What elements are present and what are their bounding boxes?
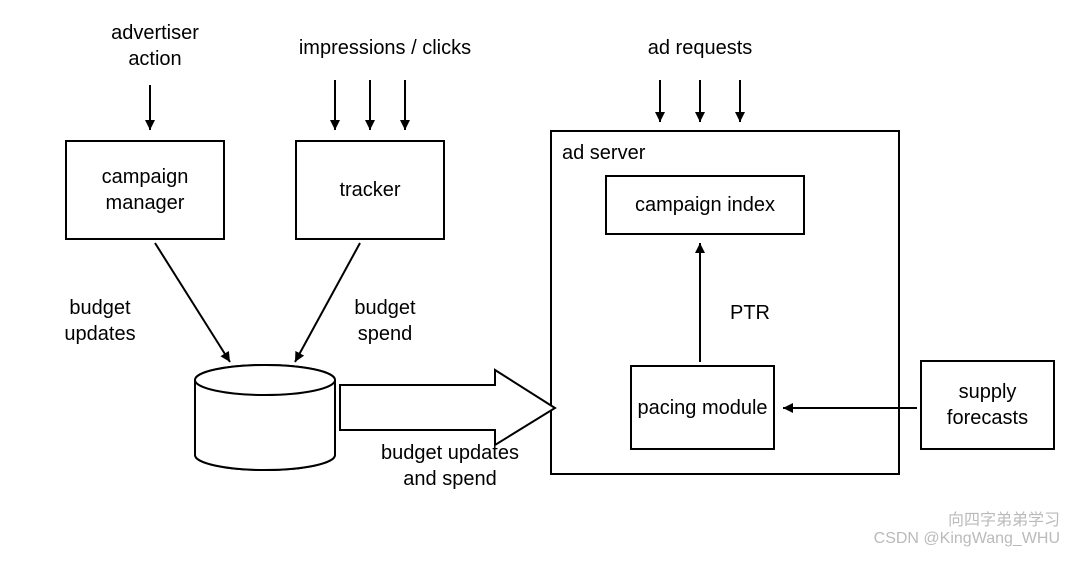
tracker-label: tracker bbox=[339, 177, 400, 203]
watermark-line2: CSDN @KingWang_WHU bbox=[874, 530, 1060, 548]
ptr-label: PTR bbox=[720, 300, 780, 326]
impressions-clicks-label: impressions / clicks bbox=[275, 35, 495, 61]
watermark-line1: 向四字弟弟学习 bbox=[874, 506, 1060, 530]
pacing-module-label: pacing module bbox=[637, 395, 767, 421]
database-label: database bbox=[195, 405, 335, 431]
campaign-index-box: campaign index bbox=[605, 175, 805, 235]
campaign-manager-label: campaign manager bbox=[67, 164, 223, 216]
supply-forecasts-label: supply forecasts bbox=[922, 379, 1053, 431]
pacing-module-box: pacing module bbox=[630, 365, 775, 450]
supply-forecasts-box: supply forecasts bbox=[920, 360, 1055, 450]
ad-requests-label: ad requests bbox=[625, 35, 775, 61]
budget-updates-and-spend-label: budget updates and spend bbox=[350, 440, 550, 492]
campaign-index-label: campaign index bbox=[635, 192, 775, 218]
tracker-box: tracker bbox=[295, 140, 445, 240]
budget-updates-label: budget updates bbox=[50, 295, 150, 347]
advertiser-action-label: advertiser action bbox=[95, 20, 215, 72]
budget-spend-label: budget spend bbox=[335, 295, 435, 347]
campaign-manager-box: campaign manager bbox=[65, 140, 225, 240]
databus-label: databus bbox=[385, 390, 485, 416]
watermark-text: 向四字弟弟学习 CSDN @KingWang_WHU bbox=[874, 506, 1060, 548]
arrow-cm-to-db bbox=[155, 243, 230, 362]
ad-server-label: ad server bbox=[562, 140, 645, 166]
